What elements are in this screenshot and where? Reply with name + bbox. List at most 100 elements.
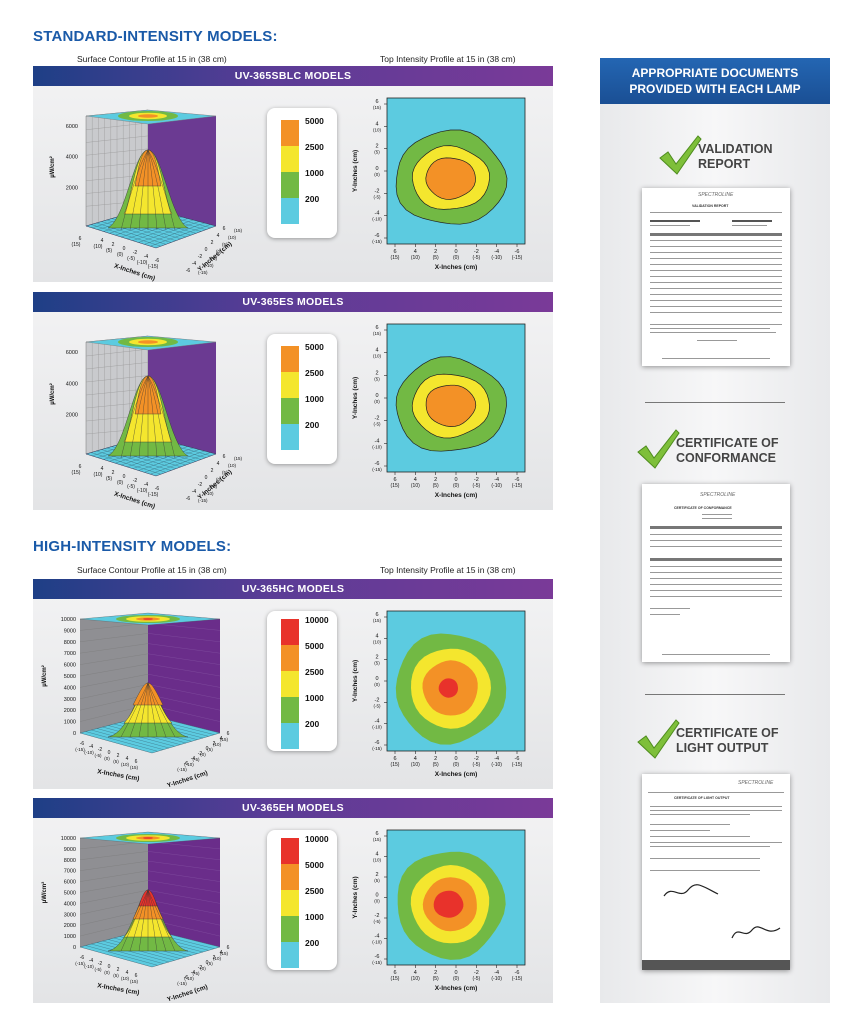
documents-header: APPROPRIATE DOCUMENTS PROVIDED WITH EACH… [600, 58, 830, 104]
x-tick-label: (-5) [95, 753, 102, 758]
grid-line [79, 623, 149, 631]
grid-line [147, 870, 221, 882]
grid-line [147, 623, 221, 631]
legend-swatch [281, 424, 299, 450]
x-tick-label: 4 [414, 970, 417, 976]
x-tick-label: (-10) [491, 976, 502, 982]
peak-mesh-line [147, 682, 176, 738]
y-tick-label: 0 [206, 960, 209, 966]
z-tick-label: 4000 [64, 685, 76, 691]
x-tick-label: (-15) [148, 492, 159, 498]
mesh-line [96, 942, 170, 963]
back-wall-left [80, 832, 148, 947]
y-tick-label: (-15) [372, 746, 382, 751]
legend-swatch [281, 723, 299, 749]
y-tick-label: 6 [223, 454, 226, 460]
z-tick-label: 4000 [66, 381, 78, 387]
x-tick-label: (-10) [84, 964, 94, 969]
z-tick-label: 8000 [64, 640, 76, 646]
y-tick-label: (0) [200, 966, 206, 971]
standard-section-title: STANDARD-INTENSITY MODELS: [33, 28, 278, 45]
y-tick-label: -6 [375, 740, 380, 746]
y-tick-label: 4 [217, 233, 220, 239]
grid-line [79, 643, 149, 654]
x-tick-label: (5) [106, 476, 112, 482]
panel-uv-365sblc: UV-365SBLC MODELS 6000 4000 2000 µW/cm² 4 (10… [33, 66, 553, 282]
x-tick-label: (-5) [472, 483, 480, 489]
y-tick-label: (-10) [372, 444, 382, 449]
y-tick-label: 0 [206, 746, 209, 752]
x-tick-label: (-15) [148, 264, 159, 270]
x-tick-label: 4 [414, 756, 417, 762]
peak-mesh-line [147, 375, 158, 459]
z-tick-label: 7000 [64, 651, 76, 657]
y-tick-label: 6 [375, 612, 378, 618]
y-tick-label: 0 [375, 166, 378, 172]
x-axis-label: X-Inches (cm) [97, 982, 140, 996]
y-tick-label: (-5) [210, 484, 217, 489]
y-tick-label: -4 [191, 970, 196, 976]
panel-uv-365hc: UV-365HC MODELS 10000 9000 8000 7000 6000 500… [33, 579, 553, 789]
x-tick-label: (-15) [512, 762, 523, 768]
x-tick-label: -6 [80, 955, 85, 961]
back-wall-right [148, 613, 220, 733]
y-tick-label: (-10) [204, 491, 214, 496]
conformance-title: CERTIFICATE OF CONFORMANCE [676, 436, 779, 465]
y-tick-label: 2 [375, 655, 378, 661]
y-tick-label: (-15) [372, 467, 382, 472]
y-tick-label: 4 [217, 461, 220, 467]
peak-mesh-line [147, 682, 167, 738]
z-tick-label: 10000 [61, 617, 76, 623]
x-tick-label: (15) [130, 765, 139, 770]
y-tick-label: (-10) [184, 976, 194, 981]
x-tick-label: (-5) [472, 255, 480, 261]
x-tick-label: (10) [121, 976, 130, 981]
x-tick-label: 0 [454, 249, 457, 255]
mesh-line [91, 729, 164, 750]
x-tick-label: (5) [433, 762, 439, 768]
x-tick-label: -6 [515, 477, 520, 483]
surface-contour-label: Surface Contour Profile at 15 in (38 cm) [77, 565, 227, 575]
x-tick-label: (0) [117, 480, 123, 486]
legend-label: 5000 [305, 342, 324, 352]
peak-mesh-line [147, 682, 158, 738]
z-axis-label: µW/cm² [41, 882, 48, 903]
cap-ring [143, 618, 153, 620]
x-tick-label: (-10) [137, 488, 148, 494]
peak-mesh-line [147, 375, 176, 459]
z-tick-label: 9000 [64, 847, 76, 853]
x-tick-label: 4 [126, 756, 129, 762]
legend-swatch [281, 697, 299, 723]
y-tick-label: -6 [186, 268, 191, 274]
legend-label: 1000 [305, 168, 324, 178]
x-tick-label: (15) [72, 242, 81, 248]
y-tick-label: 4 [220, 950, 223, 956]
grid-line [147, 643, 221, 654]
x-tick-label: (-15) [512, 483, 523, 489]
grid-line [85, 148, 149, 156]
top-intensity-plot: 6(15)4(10)2(5)0(0)-2(-5)-4(-10)-6(-15)X-… [352, 610, 526, 778]
y-tick-label: -2 [375, 188, 380, 194]
grid-line [79, 633, 149, 642]
grid-line [85, 135, 149, 143]
intensity-legend: 10000 5000 2500 1000 200 [267, 830, 337, 970]
x-tick-label: -2 [98, 961, 103, 967]
x-tick-label: (5) [113, 759, 119, 764]
x-tick-label: (15) [391, 976, 400, 982]
grid-line [147, 663, 221, 677]
legend-label: 2500 [305, 142, 324, 152]
mesh-line [150, 224, 211, 247]
x-tick-label: 4 [414, 477, 417, 483]
panel-title: UV-365SBLC MODELS [33, 66, 553, 86]
peak-mesh-line [147, 889, 167, 952]
z-tick-label: 0 [73, 945, 76, 951]
x-tick-label: -4 [144, 482, 149, 488]
grid-line [147, 694, 221, 711]
validation-report-document: SPECTROLINE VALIDATION REPORT [642, 188, 790, 366]
y-tick-label: -2 [198, 254, 203, 260]
grid-line [85, 349, 149, 357]
z-tick-label: 5000 [64, 674, 76, 680]
peak-mesh-line [138, 375, 149, 459]
legend-label: 200 [305, 719, 320, 729]
y-tick-label: (0) [374, 899, 380, 904]
